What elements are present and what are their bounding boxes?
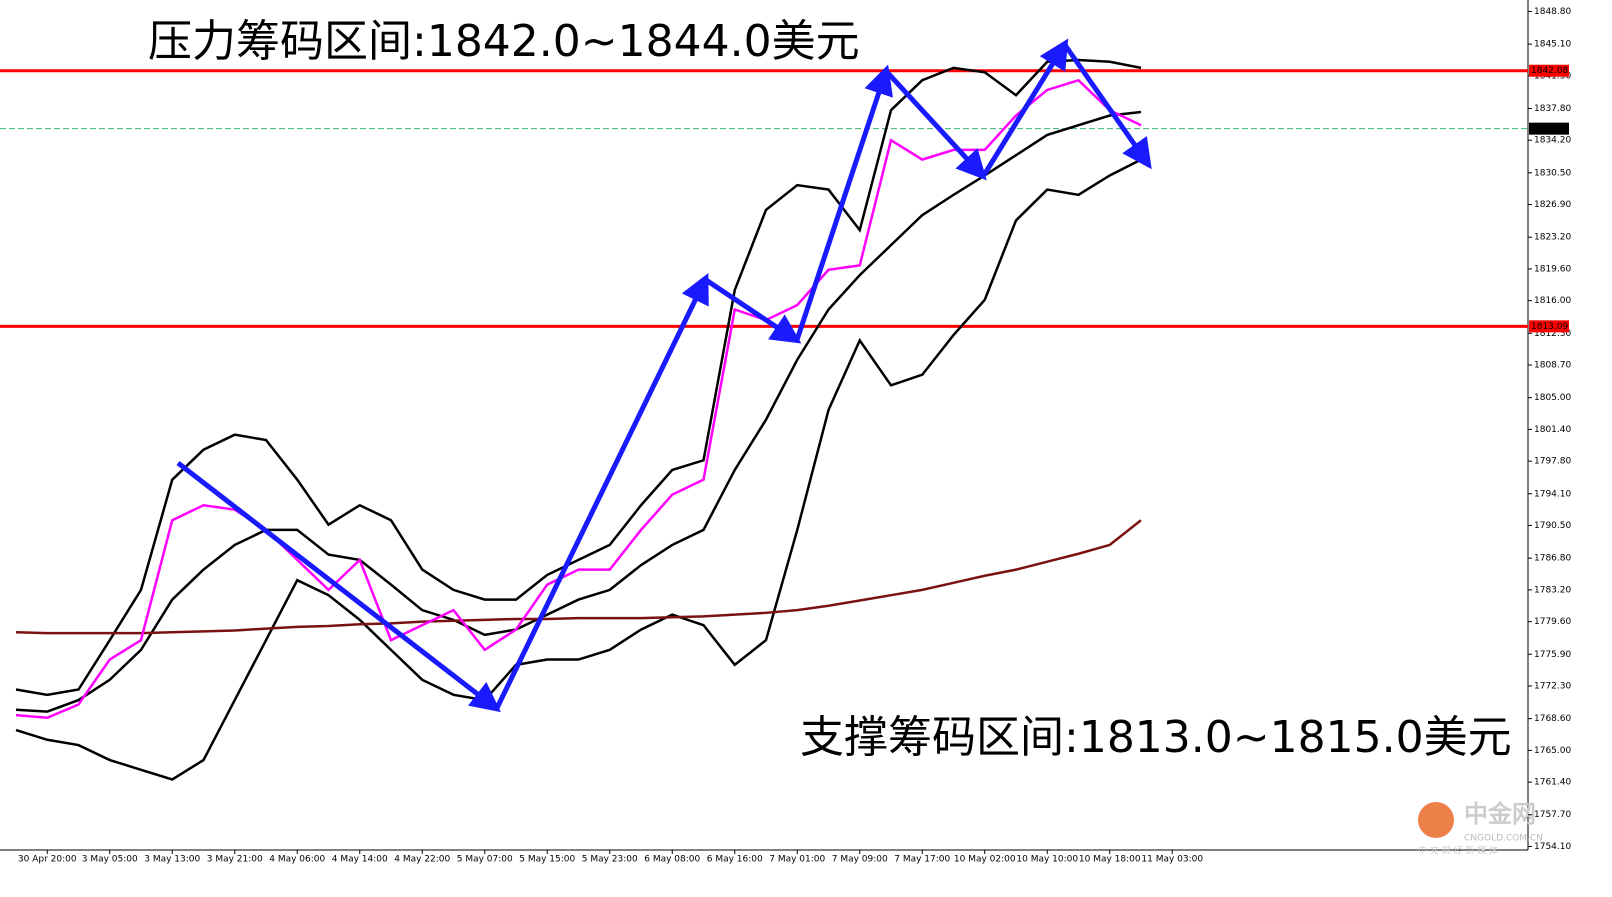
x-tick-label: 30 Apr 20:00 <box>18 855 77 865</box>
x-tick-label: 5 May 23:00 <box>582 855 638 865</box>
annotation: 压力筹码区间:1842.0~1844.0美元 <box>148 16 860 67</box>
y-tick-label: 1768.60 <box>1534 714 1571 724</box>
series-line <box>15 58 1142 697</box>
arrow <box>704 277 802 344</box>
arrow <box>494 273 709 710</box>
y-tick-label: 1775.90 <box>1534 650 1571 660</box>
y-tick-label: 1830.50 <box>1534 168 1571 178</box>
y-tick-label: 1761.40 <box>1534 778 1571 788</box>
y-tick-label: 1805.00 <box>1534 393 1571 403</box>
series-line <box>15 78 1142 720</box>
y-tick-label: 1834.20 <box>1534 136 1571 146</box>
x-tick-label: 3 May 05:00 <box>82 855 138 865</box>
watermark: CNGOLD.COM.CN <box>1464 834 1543 844</box>
y-tick-label: 1757.70 <box>1534 810 1571 820</box>
x-tick-label: 5 May 15:00 <box>519 855 575 865</box>
y-tick-label: 1816.00 <box>1534 296 1571 306</box>
y-tick-label: 1823.20 <box>1534 233 1571 243</box>
y-tick-label: 1848.80 <box>1534 7 1571 17</box>
y-tick-label: 1790.50 <box>1534 521 1571 531</box>
y-tick-label: 1754.10 <box>1534 842 1571 852</box>
watermark: 中金网 <box>1464 800 1536 828</box>
arrow <box>1062 43 1152 170</box>
y-tick-label: 1845.10 <box>1534 40 1571 50</box>
y-tick-label: 1786.80 <box>1534 554 1571 564</box>
watermark: 中 文 财 经 新 媒 体 <box>1418 845 1498 857</box>
y-tick-label: 1826.90 <box>1534 200 1571 210</box>
x-tick-label: 4 May 14:00 <box>332 855 388 865</box>
y-tick-label: 1812.30 <box>1534 329 1571 339</box>
x-tick-label: 5 May 07:00 <box>457 855 513 865</box>
y-tick-label: 1801.40 <box>1534 425 1571 435</box>
x-tick-label: 10 May 18:00 <box>1079 855 1141 865</box>
arrow <box>794 64 893 341</box>
series-line <box>15 519 1142 635</box>
y-tick-label: 1779.60 <box>1534 617 1571 627</box>
y-tick-label: 1819.60 <box>1534 264 1571 274</box>
x-tick-label: 7 May 09:00 <box>832 855 888 865</box>
x-tick-label: 4 May 22:00 <box>394 855 450 865</box>
price-box <box>1529 320 1569 333</box>
x-tick-label: 6 May 16:00 <box>707 855 763 865</box>
price-box <box>1529 64 1569 77</box>
y-tick-label: 1772.30 <box>1534 681 1571 691</box>
price-label: 1835.51 <box>1531 124 1568 134</box>
arrow <box>981 38 1069 177</box>
annotation: 支撑筹码区间:1813.0~1815.0美元 <box>800 712 1512 763</box>
trend-arrows <box>176 38 1152 713</box>
x-tick-label: 4 May 06:00 <box>269 855 325 865</box>
x-tick-label: 7 May 17:00 <box>894 855 950 865</box>
watermark-logo <box>1418 802 1454 838</box>
x-tick-label: 3 May 21:00 <box>207 855 263 865</box>
x-tick-label: 11 May 03:00 <box>1141 855 1203 865</box>
price-box <box>1529 122 1569 135</box>
y-tick-label: 1837.80 <box>1534 104 1571 114</box>
y-tick-label: 1794.10 <box>1534 489 1571 499</box>
x-tick-label: 3 May 13:00 <box>144 855 200 865</box>
y-tick-label: 1808.70 <box>1534 361 1571 371</box>
x-tick-label: 10 May 10:00 <box>1016 855 1078 865</box>
arrow <box>176 461 501 713</box>
y-tick-label: 1765.00 <box>1534 746 1571 756</box>
x-tick-label: 10 May 02:00 <box>954 855 1016 865</box>
y-tick-label: 1797.80 <box>1534 457 1571 467</box>
x-tick-label: 7 May 01:00 <box>769 855 825 865</box>
series-line <box>15 158 1142 781</box>
price-label: 1813.09 <box>1531 322 1568 332</box>
arrow <box>885 70 987 181</box>
x-tick-label: 6 May 08:00 <box>644 855 700 865</box>
y-tick-label: 1783.20 <box>1534 585 1571 595</box>
series-line <box>15 110 1142 713</box>
price-label: 1842.08 <box>1531 66 1568 76</box>
